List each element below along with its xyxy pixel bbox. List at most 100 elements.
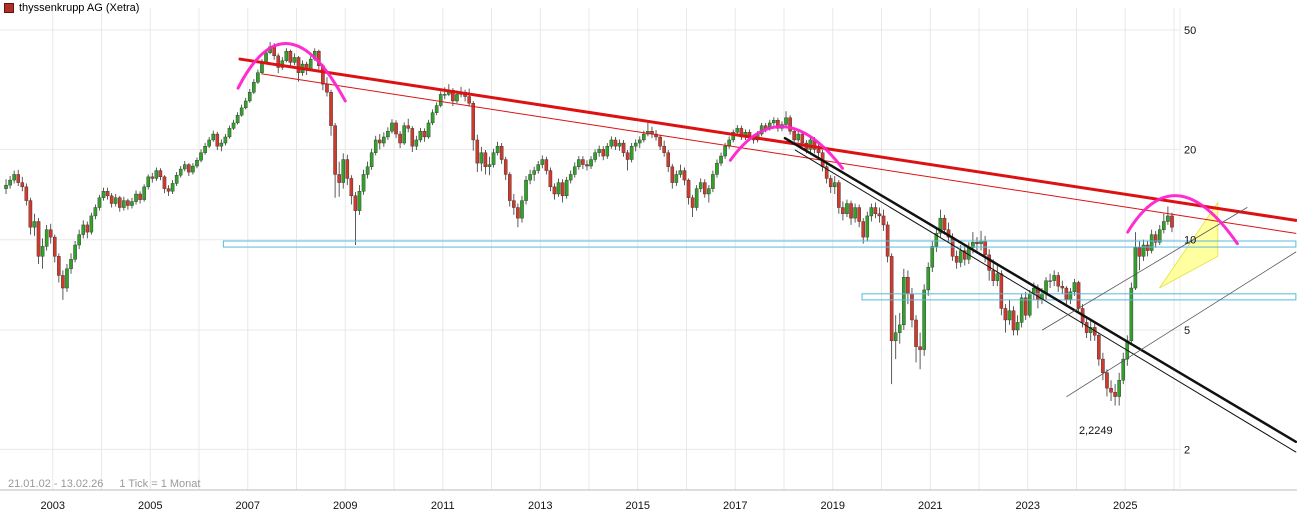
- candle-down: [666, 152, 670, 167]
- candle-down: [654, 133, 658, 138]
- candle-up: [256, 72, 260, 83]
- candle-down: [353, 195, 358, 211]
- trendline-price-label: 2,2249: [1079, 425, 1113, 437]
- candle-down: [552, 186, 557, 195]
- candle-up: [1015, 322, 1020, 331]
- annotation-trendlines: [238, 57, 1297, 453]
- candle-up: [609, 139, 614, 147]
- candle-up: [178, 168, 183, 176]
- rounding-top-2008: [236, 42, 347, 103]
- candle-down: [398, 133, 402, 144]
- candle-down: [861, 221, 865, 238]
- candle-down: [1003, 308, 1008, 321]
- y-axis-tick-label: 50: [1184, 25, 1196, 37]
- candle-up: [154, 170, 159, 179]
- candle-up: [8, 179, 12, 186]
- candle-up: [199, 152, 203, 161]
- candle-up: [995, 273, 1000, 281]
- candle-down: [499, 145, 504, 160]
- candle-up: [1088, 327, 1093, 333]
- candle-down: [150, 176, 155, 179]
- candle-up: [536, 164, 540, 171]
- x-axis-year-label: 2017: [723, 500, 747, 512]
- candle-up: [845, 203, 849, 214]
- x-axis-year-label: 2005: [138, 500, 162, 512]
- candle-up: [678, 170, 683, 175]
- candle-down: [841, 207, 845, 214]
- candles: [4, 42, 1174, 406]
- axis-labels: 50 20 10 5 2 2003 2005 2007 2009 2011 2013 2015 2017…: [41, 25, 1197, 512]
- candle-down: [503, 159, 508, 175]
- x-axis-year-label: 2007: [236, 500, 260, 512]
- candle-up: [97, 197, 102, 208]
- candle-up: [231, 122, 236, 129]
- candle-up: [1028, 293, 1032, 316]
- x-axis-year-label: 2019: [821, 500, 845, 512]
- candle-down: [581, 159, 585, 165]
- downtrend-black-thin: [794, 149, 1297, 453]
- candle-up: [361, 174, 366, 192]
- candle-down: [881, 215, 886, 226]
- candle-down: [1076, 282, 1081, 309]
- candle-down: [690, 197, 695, 208]
- candle-down: [873, 207, 878, 214]
- candle-up: [40, 246, 45, 257]
- candle-down: [824, 166, 829, 179]
- candle-up: [1052, 275, 1056, 281]
- candle-down: [548, 170, 553, 188]
- candle-up: [32, 221, 37, 228]
- candle-down: [1060, 285, 1065, 289]
- candle-up: [1149, 234, 1154, 251]
- candle-down: [625, 152, 630, 160]
- candle-up: [455, 94, 459, 102]
- downtrend-red-thin: [261, 73, 1297, 234]
- candle-up: [1048, 280, 1052, 282]
- candle-down: [1145, 244, 1150, 251]
- candle-up: [715, 162, 719, 175]
- candle-down: [658, 136, 662, 147]
- candle-up: [101, 191, 106, 198]
- candle-down: [109, 195, 114, 204]
- downtrend-black-thick: [783, 136, 1297, 444]
- x-axis-year-label: 2009: [333, 500, 357, 512]
- candle-up: [646, 130, 650, 135]
- candle-down: [800, 133, 805, 144]
- candle-down: [999, 273, 1004, 309]
- candle-up: [130, 201, 134, 206]
- candle-up: [1162, 221, 1166, 230]
- x-axis-year-label: 2025: [1113, 500, 1137, 512]
- candle-down: [1137, 247, 1142, 257]
- candle-down: [410, 128, 415, 147]
- candle-down: [1084, 322, 1089, 333]
- candle-down: [394, 122, 398, 135]
- candle-up: [1129, 287, 1134, 342]
- candle-up: [134, 193, 138, 202]
- target-wedge-yellow: [1159, 201, 1219, 289]
- candle-up: [540, 159, 545, 165]
- candle-down: [662, 145, 666, 153]
- candle-down: [987, 254, 991, 271]
- candle-down: [670, 166, 675, 183]
- candle-up: [487, 164, 492, 167]
- y-axis-tick-label: 10: [1184, 235, 1196, 247]
- candle-down: [877, 213, 882, 217]
- candle-up: [707, 188, 711, 195]
- candle-up: [520, 200, 524, 219]
- rounding-top-2025: [1126, 194, 1239, 246]
- candle-up: [642, 133, 646, 141]
- candle-up: [284, 50, 289, 61]
- candle-down: [516, 207, 520, 219]
- candle-down: [1109, 387, 1113, 393]
- candle-down: [16, 174, 20, 183]
- candle-up: [365, 166, 370, 175]
- candle-up: [69, 259, 73, 269]
- candle-up: [77, 234, 81, 246]
- candle-down: [837, 182, 841, 208]
- candle-down: [703, 182, 707, 195]
- candle-down: [187, 164, 191, 173]
- candle-up: [308, 58, 313, 70]
- candle-up: [694, 188, 699, 208]
- candle-up: [414, 139, 419, 147]
- candle-up: [89, 215, 94, 233]
